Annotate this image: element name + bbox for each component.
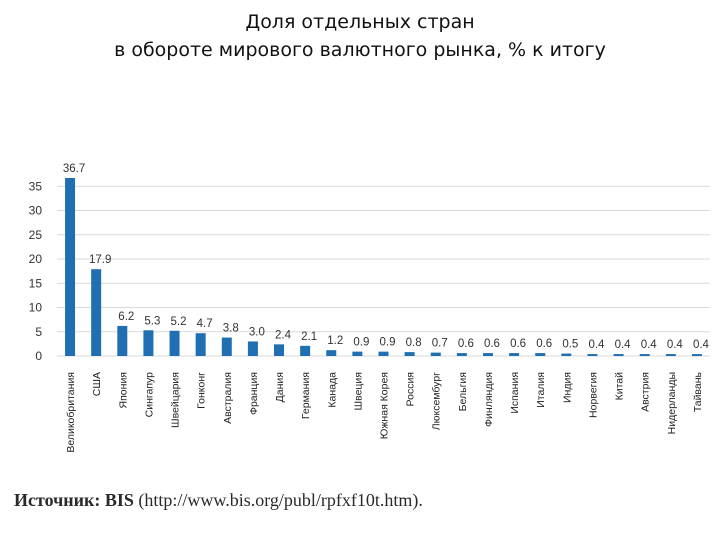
- data-label: 0.4: [641, 339, 658, 351]
- bar: [691, 354, 702, 356]
- data-label: 0.6: [484, 338, 500, 350]
- category-label: Япония: [117, 372, 129, 408]
- data-label: 0.7: [432, 338, 448, 350]
- bar: [221, 337, 232, 356]
- category-label: Италия: [535, 372, 547, 408]
- bar: [195, 333, 206, 356]
- y-tick-label: 0: [35, 349, 42, 363]
- title-line-1: Доля отдельных стран: [245, 11, 475, 33]
- category-label: Индия: [561, 372, 573, 403]
- category-label: Россия: [405, 372, 417, 406]
- source-note: Источник: BIS (http://www.bis.org/publ/r…: [14, 490, 423, 511]
- data-label: 5.3: [144, 315, 160, 327]
- data-label: 36.7: [63, 163, 85, 175]
- category-label: Норвегия: [587, 372, 599, 418]
- data-label: 0.9: [353, 337, 369, 349]
- category-label: Канада: [326, 372, 338, 408]
- bar: [482, 353, 493, 356]
- bar: [352, 351, 363, 356]
- bar: [247, 341, 258, 356]
- category-label: Франция: [248, 372, 260, 415]
- bar: [326, 350, 337, 356]
- category-label: Финляндия: [483, 372, 495, 427]
- bar: [639, 354, 650, 356]
- bar: [430, 352, 441, 356]
- bar: [274, 344, 285, 356]
- bar: [535, 353, 546, 356]
- category-label: Бельгия: [457, 372, 469, 411]
- y-tick-label: 10: [29, 301, 43, 315]
- bar: [613, 354, 624, 356]
- bar: [65, 178, 76, 356]
- bar: [587, 354, 598, 356]
- category-label: Австралия: [222, 372, 234, 424]
- y-tick-label: 5: [35, 325, 42, 339]
- bar: [143, 330, 154, 356]
- y-tick-label: 30: [29, 204, 43, 218]
- y-tick-label: 20: [29, 252, 43, 266]
- data-label: 0.6: [510, 338, 526, 350]
- bar: [91, 269, 102, 356]
- data-label: 3.0: [249, 326, 265, 338]
- bar: [665, 354, 676, 356]
- y-tick-label: 25: [29, 228, 43, 242]
- category-label: Швеция: [352, 372, 364, 411]
- data-label: 0.4: [588, 339, 605, 351]
- title-line-2: в обороте мирового валютного рынка, % к …: [114, 39, 606, 61]
- bar-chart: 0 5 10 15 20 25 30 35 36.7 17.9 6.2 5.3 5.2 4.7 3.8 3.…: [29, 163, 710, 453]
- category-label: США: [91, 372, 103, 396]
- data-label: 5.2: [171, 316, 187, 328]
- source-label: Источник: BIS: [14, 490, 134, 510]
- data-label: 0.8: [406, 337, 422, 349]
- data-label: 0.9: [380, 337, 396, 349]
- data-label: 2.4: [275, 329, 292, 341]
- bar: [404, 352, 415, 356]
- y-tick-label: 35: [29, 179, 43, 193]
- category-label: Нидерланды: [666, 372, 678, 434]
- category-label: Австрия: [640, 372, 652, 412]
- category-label: Китай: [614, 372, 626, 401]
- bar: [456, 353, 467, 356]
- data-label: 2.1: [301, 331, 317, 343]
- data-label: 0.5: [562, 339, 578, 351]
- bar: [117, 325, 128, 356]
- category-label: Тайвань: [692, 371, 704, 412]
- category-label: Гонконг: [196, 372, 208, 409]
- source-url: (http://www.bis.org/publ/rpfxf10t.htm).: [138, 490, 423, 510]
- data-label: 0.4: [693, 339, 710, 351]
- data-label: 3.8: [223, 323, 239, 335]
- data-label: 6.2: [118, 311, 134, 323]
- y-tick-label: 15: [29, 276, 43, 290]
- bar: [300, 345, 311, 356]
- data-label: 0.4: [615, 339, 632, 351]
- data-label: 0.4: [667, 339, 684, 351]
- bar: [561, 353, 572, 356]
- bar: [378, 351, 389, 356]
- category-label: Испания: [509, 372, 521, 414]
- data-label: 17.9: [89, 254, 111, 266]
- category-label: Люксембург: [431, 372, 443, 430]
- category-label: Швейцария: [170, 372, 182, 428]
- bar: [169, 330, 180, 356]
- bar: [509, 353, 520, 356]
- category-label: Германия: [300, 372, 312, 419]
- data-label: 0.6: [536, 338, 552, 350]
- slide-title: Доля отдельных стран в обороте мирового …: [0, 8, 720, 64]
- category-label: Южная Корея: [379, 372, 391, 439]
- category-label: Великобритания: [65, 372, 77, 453]
- data-label: 0.6: [458, 338, 474, 350]
- data-label: 1.2: [327, 335, 343, 347]
- category-label: Дания: [274, 372, 286, 402]
- data-label: 4.7: [197, 318, 213, 330]
- category-label: Сингапур: [143, 372, 155, 418]
